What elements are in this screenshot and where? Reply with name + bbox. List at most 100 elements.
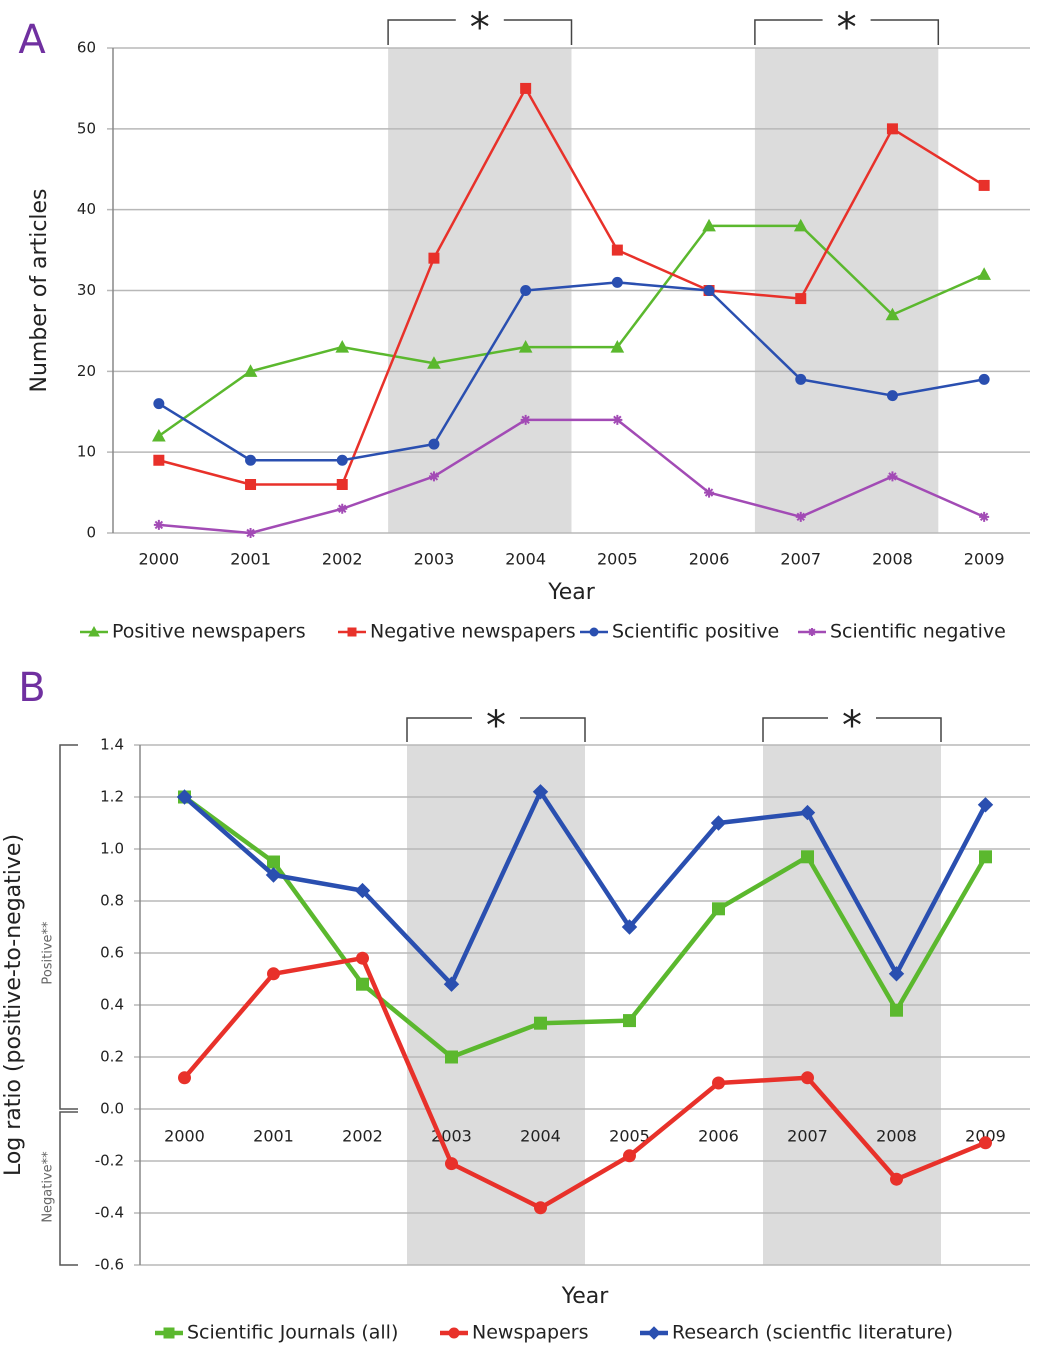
marker — [793, 218, 808, 232]
x-tick-label: 2001 — [253, 1127, 294, 1146]
x-tick-label: 2000 — [138, 550, 179, 569]
x-axis-title: Year — [561, 1284, 610, 1309]
marker — [336, 454, 348, 466]
marker — [612, 414, 623, 425]
x-tick-label: 2001 — [230, 550, 271, 569]
y-tick-label: 0.0 — [100, 1100, 124, 1118]
x-tick-label: 2007 — [780, 550, 821, 569]
y-tick-label: -0.6 — [95, 1256, 124, 1274]
x-axis-title: Year — [547, 580, 596, 605]
x-tick-label: 2005 — [609, 1127, 650, 1146]
x-tick-label: 2004 — [520, 1127, 561, 1146]
significance-label: * — [486, 703, 506, 749]
y-tick-label: 1.0 — [100, 840, 124, 858]
marker — [799, 804, 816, 821]
y-tick-label: 1.2 — [100, 788, 124, 806]
marker — [267, 967, 280, 981]
positive-label: Positive** — [41, 921, 56, 985]
significance-bracket — [406, 717, 586, 742]
marker — [518, 340, 533, 353]
y-tick-label: 0.4 — [100, 996, 124, 1014]
y-axis-title: Log ratio (positive-to-negative) — [1, 834, 26, 1176]
marker — [428, 471, 439, 482]
marker — [979, 511, 990, 522]
marker — [890, 1172, 903, 1186]
legend-label: Research (scientfic literature) — [672, 1322, 953, 1344]
marker — [520, 414, 531, 425]
marker — [428, 252, 440, 264]
marker — [245, 528, 256, 538]
marker — [703, 285, 715, 296]
x-tick-label: 2003 — [414, 550, 455, 569]
marker — [795, 511, 806, 522]
x-tick-label: 2007 — [787, 1127, 828, 1146]
marker — [978, 179, 990, 191]
marker — [890, 1003, 903, 1017]
significance-bracket — [387, 19, 573, 45]
legend-marker — [808, 628, 816, 636]
x-tick-label: 2004 — [505, 550, 546, 569]
series-line — [158, 224, 985, 438]
marker — [153, 398, 165, 410]
y-tick-label: 40 — [77, 200, 96, 218]
legend-marker — [88, 625, 100, 637]
marker — [178, 1071, 191, 1085]
marker — [520, 285, 532, 296]
x-tick-label: 2000 — [164, 1127, 205, 1146]
series-line — [183, 789, 988, 987]
negative-label: Negative** — [41, 1151, 56, 1223]
marker — [611, 276, 623, 288]
significance-label: * — [470, 5, 490, 51]
y-tick-label: 10 — [77, 443, 96, 461]
marker — [801, 850, 814, 864]
marker — [712, 1076, 725, 1090]
x-tick-label: 2002 — [342, 1127, 383, 1146]
negative-bracket — [59, 1111, 78, 1266]
marker — [977, 797, 994, 813]
positive-bracket — [59, 744, 78, 1110]
significance-bracket — [754, 19, 940, 45]
marker — [176, 789, 193, 805]
legend-marker — [448, 1327, 460, 1339]
marker — [335, 340, 350, 353]
marker — [427, 356, 441, 369]
marker — [623, 1014, 636, 1028]
marker — [610, 340, 625, 353]
marker — [795, 373, 807, 385]
marker — [712, 902, 725, 916]
y-tick-label: 60 — [77, 39, 96, 57]
significance-label: * — [837, 5, 857, 51]
legend-label: Scientific positive — [612, 621, 779, 643]
marker — [534, 1201, 547, 1215]
marker — [886, 123, 898, 135]
panel-label: A — [18, 17, 46, 63]
marker — [428, 438, 440, 450]
marker — [979, 850, 992, 864]
x-tick-label: 2009 — [965, 1127, 1006, 1146]
marker — [710, 815, 727, 831]
series-line — [183, 795, 988, 1060]
series-line — [182, 955, 987, 1211]
marker — [337, 503, 348, 514]
y-tick-label: 0 — [86, 524, 96, 542]
y-tick-label: 50 — [77, 119, 96, 137]
marker — [443, 976, 460, 992]
x-tick-label: 2008 — [872, 550, 913, 569]
marker — [267, 855, 280, 869]
x-tick-label: 2006 — [698, 1127, 739, 1146]
marker — [702, 218, 716, 232]
series-line — [158, 87, 985, 486]
y-tick-label: -0.2 — [95, 1152, 124, 1170]
marker — [979, 1136, 992, 1150]
marker — [356, 977, 369, 991]
x-tick-label: 2009 — [964, 550, 1005, 569]
x-tick-label: 2006 — [689, 550, 730, 569]
marker — [336, 479, 348, 490]
y-axis-title: Number of articles — [27, 188, 52, 392]
marker — [532, 784, 549, 800]
legend-label: Scientific Journals (all) — [187, 1322, 398, 1344]
marker — [621, 919, 638, 935]
x-tick-label: 2005 — [597, 550, 638, 569]
y-tick-label: 0.6 — [100, 944, 124, 962]
